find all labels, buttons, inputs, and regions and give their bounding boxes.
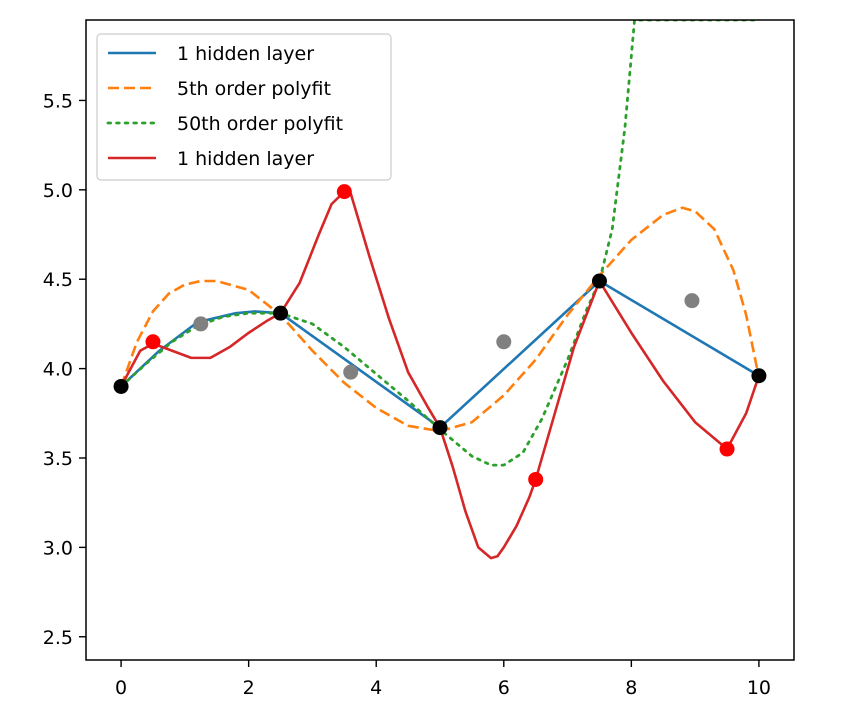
data-point-0-0 [145, 334, 161, 350]
data-point-1-1 [343, 364, 359, 380]
data-point-0-3 [719, 441, 735, 457]
series-line-3 [119, 190, 761, 560]
series-line-2 [119, 20, 759, 467]
legend: 1 hidden layer 5th order polyfit 50th orde… [96, 33, 392, 181]
data-point-2-1 [273, 305, 289, 321]
x-tick-label: 4 [370, 677, 382, 699]
data-point-0-1 [336, 184, 352, 200]
scatter-layer [113, 184, 767, 487]
data-point-2-4 [751, 368, 767, 384]
data-point-1-3 [684, 293, 700, 309]
legend-label-3: 1 hidden layer [177, 148, 314, 170]
y-tick-label: 5.0 [43, 180, 73, 202]
y-tick-label: 3.5 [43, 448, 73, 470]
x-axis-ticks: 0 2 4 6 8 10 [115, 660, 771, 699]
y-axis-ticks: 2.5 3.0 3.5 4.0 4.5 5.0 5.5 [43, 90, 86, 649]
legend-label-1: 5th order polyfit [177, 78, 331, 100]
series-layer [119, 20, 761, 560]
legend-box [96, 33, 392, 181]
plot-frame [85, 19, 795, 661]
data-point-2-0 [113, 378, 129, 394]
legend-label-0: 1 hidden layer [177, 43, 314, 65]
data-point-0-2 [528, 471, 544, 487]
data-point-1-2 [496, 334, 512, 350]
x-tick-label: 8 [625, 677, 637, 699]
x-tick-label: 6 [498, 677, 510, 699]
x-tick-label: 0 [115, 677, 127, 699]
y-tick-label: 5.5 [43, 90, 73, 112]
x-tick-label: 2 [243, 677, 255, 699]
y-tick-label: 2.5 [43, 627, 73, 649]
data-point-1-0 [193, 316, 209, 332]
legend-label-2: 50th order polyfit [177, 113, 343, 135]
data-point-2-2 [432, 420, 448, 436]
x-tick-label: 10 [747, 677, 771, 699]
data-point-2-3 [591, 273, 607, 289]
y-tick-label: 4.5 [43, 269, 73, 291]
y-tick-label: 4.0 [43, 359, 73, 381]
y-tick-label: 3.0 [43, 537, 73, 559]
